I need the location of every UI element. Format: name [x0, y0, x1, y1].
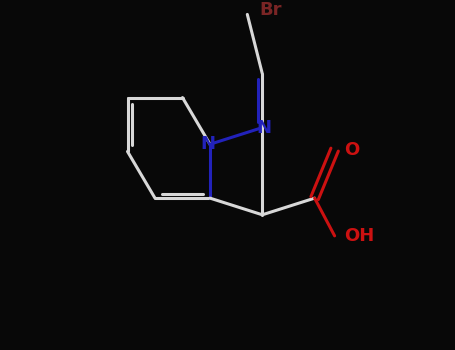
Text: N: N: [201, 135, 216, 153]
Text: Br: Br: [259, 1, 282, 19]
Text: N: N: [257, 119, 272, 136]
Text: O: O: [344, 141, 360, 159]
Text: OH: OH: [344, 227, 375, 245]
